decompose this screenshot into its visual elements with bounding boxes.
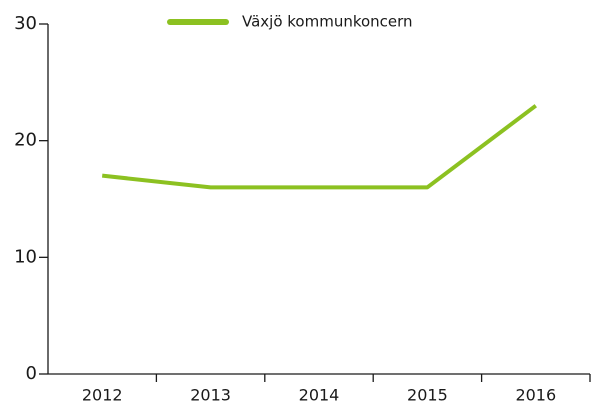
x-tick-label: 2014 [299, 386, 340, 405]
x-tick-label: 2015 [407, 386, 448, 405]
y-tick-label: 30 [14, 13, 37, 34]
series-line [101, 104, 538, 190]
legend-label: Växjö kommunkoncern [242, 13, 413, 31]
y-tick-label: 20 [14, 130, 37, 151]
y-tick-label: 0 [26, 363, 37, 384]
y-tick-label: 10 [14, 246, 37, 267]
x-tick-label: 2013 [190, 386, 231, 405]
x-tick-label: 2016 [515, 386, 556, 405]
x-tick-label: 2012 [82, 386, 123, 405]
